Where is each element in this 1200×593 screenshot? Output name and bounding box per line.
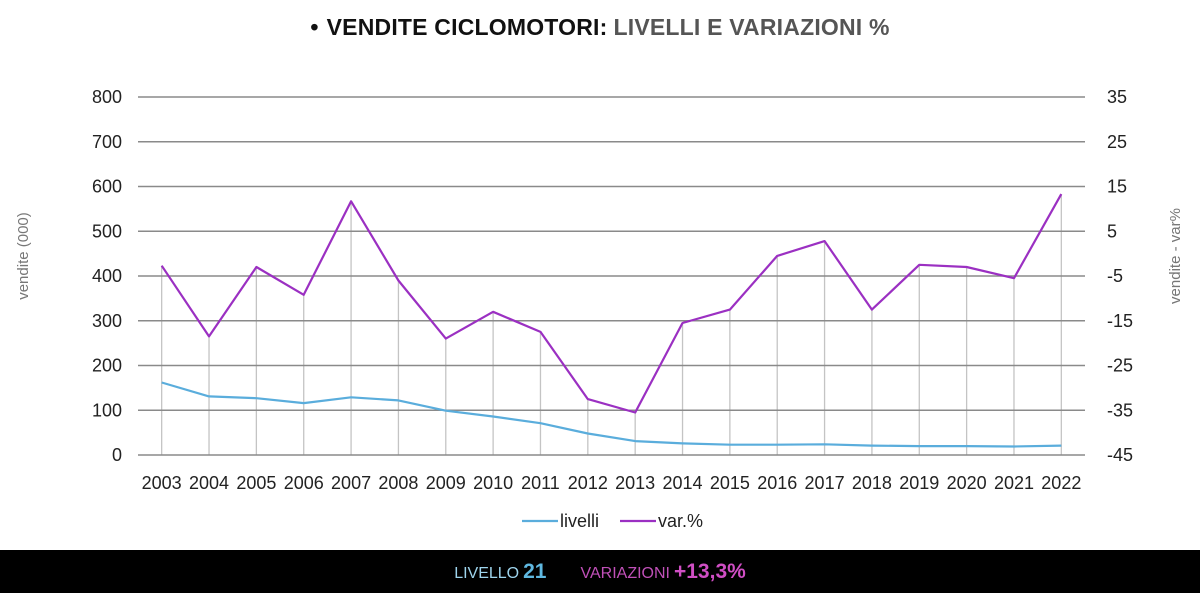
left-axis-label: vendite (000): [15, 212, 32, 300]
x-tick-label: 2022: [1041, 473, 1081, 493]
series-line-livelli: [161, 381, 1062, 448]
x-tick-label: 2018: [852, 473, 892, 493]
title-main: VENDITE CICLOMOTORI:: [326, 14, 608, 40]
livello-summary: LIVELLO 21: [454, 560, 546, 584]
variazioni-summary: VARIAZIONI +13,3%: [580, 560, 745, 584]
x-tick-label: 2009: [426, 473, 466, 493]
legend-label: livelli: [560, 511, 599, 531]
x-tick-label: 2014: [663, 473, 703, 493]
right-tick-label: 15: [1107, 177, 1127, 197]
left-tick-label: 300: [92, 311, 122, 331]
x-tick-label: 2010: [473, 473, 513, 493]
right-tick-label: -15: [1107, 311, 1133, 331]
x-tick-label: 2008: [378, 473, 418, 493]
right-axis-label: vendite - var%: [1167, 208, 1184, 304]
x-tick-label: 2016: [757, 473, 797, 493]
right-tick-label: -5: [1107, 266, 1123, 286]
line-chart: 0 100 200 300 400 500 600 700 800 -45 -35 -25 -15 -5…: [15, 87, 1184, 531]
title-bullet: •: [310, 14, 319, 40]
right-axis-ticks: -45 -35 -25 -15 -5 5 15 25 35: [1107, 87, 1133, 465]
title-sub: LIVELLI E VARIAZIONI %: [613, 14, 890, 40]
left-tick-label: 0: [112, 445, 122, 465]
left-tick-label: 100: [92, 400, 122, 420]
left-tick-label: 500: [92, 221, 122, 241]
x-axis-ticks: 2003 2004 2005 2006 2007 2008 2009 2010 2011 2012…: [142, 473, 1082, 493]
right-tick-label: 35: [1107, 87, 1127, 107]
x-tick-label: 2007: [331, 473, 371, 493]
horizontal-gridlines: [138, 96, 1085, 456]
legend-label: var.%: [658, 511, 703, 531]
x-tick-label: 2005: [236, 473, 276, 493]
x-tick-label: 2021: [994, 473, 1034, 493]
right-tick-label: -25: [1107, 356, 1133, 376]
left-tick-label: 700: [92, 132, 122, 152]
left-tick-label: 600: [92, 177, 122, 197]
x-tick-label: 2017: [805, 473, 845, 493]
left-tick-label: 800: [92, 87, 122, 107]
chart-title: • VENDITE CICLOMOTORI: LIVELLI E VARIAZION…: [0, 14, 1200, 41]
x-tick-label: 2019: [899, 473, 939, 493]
series-line-var: [160, 193, 1063, 414]
x-tick-label: 2015: [710, 473, 750, 493]
x-tick-label: 2013: [615, 473, 655, 493]
left-tick-label: 200: [92, 356, 122, 376]
right-tick-label: -35: [1107, 400, 1133, 420]
right-tick-label: 25: [1107, 132, 1127, 152]
livello-value: 21: [523, 559, 547, 583]
x-tick-label: 2006: [284, 473, 324, 493]
left-tick-label: 400: [92, 266, 122, 286]
left-axis-ticks: 0 100 200 300 400 500 600 700 800: [92, 87, 122, 465]
x-tick-label: 2020: [947, 473, 987, 493]
variazioni-value: +13,3%: [673, 559, 746, 583]
right-tick-label: 5: [1107, 221, 1117, 241]
right-tick-label: -45: [1107, 445, 1133, 465]
legend: livelli var.%: [522, 511, 703, 531]
x-tick-label: 2012: [568, 473, 608, 493]
x-tick-label: 2004: [189, 473, 229, 493]
x-tick-label: 2003: [142, 473, 182, 493]
series-lines: [160, 193, 1063, 448]
variazioni-label: VARIAZIONI: [580, 564, 670, 582]
vertical-gridlines: [161, 194, 1062, 455]
summary-footer: LIVELLO 21 VARIAZIONI +13,3%: [0, 550, 1200, 593]
x-tick-label: 2011: [521, 473, 560, 493]
livello-label: LIVELLO: [454, 564, 520, 582]
